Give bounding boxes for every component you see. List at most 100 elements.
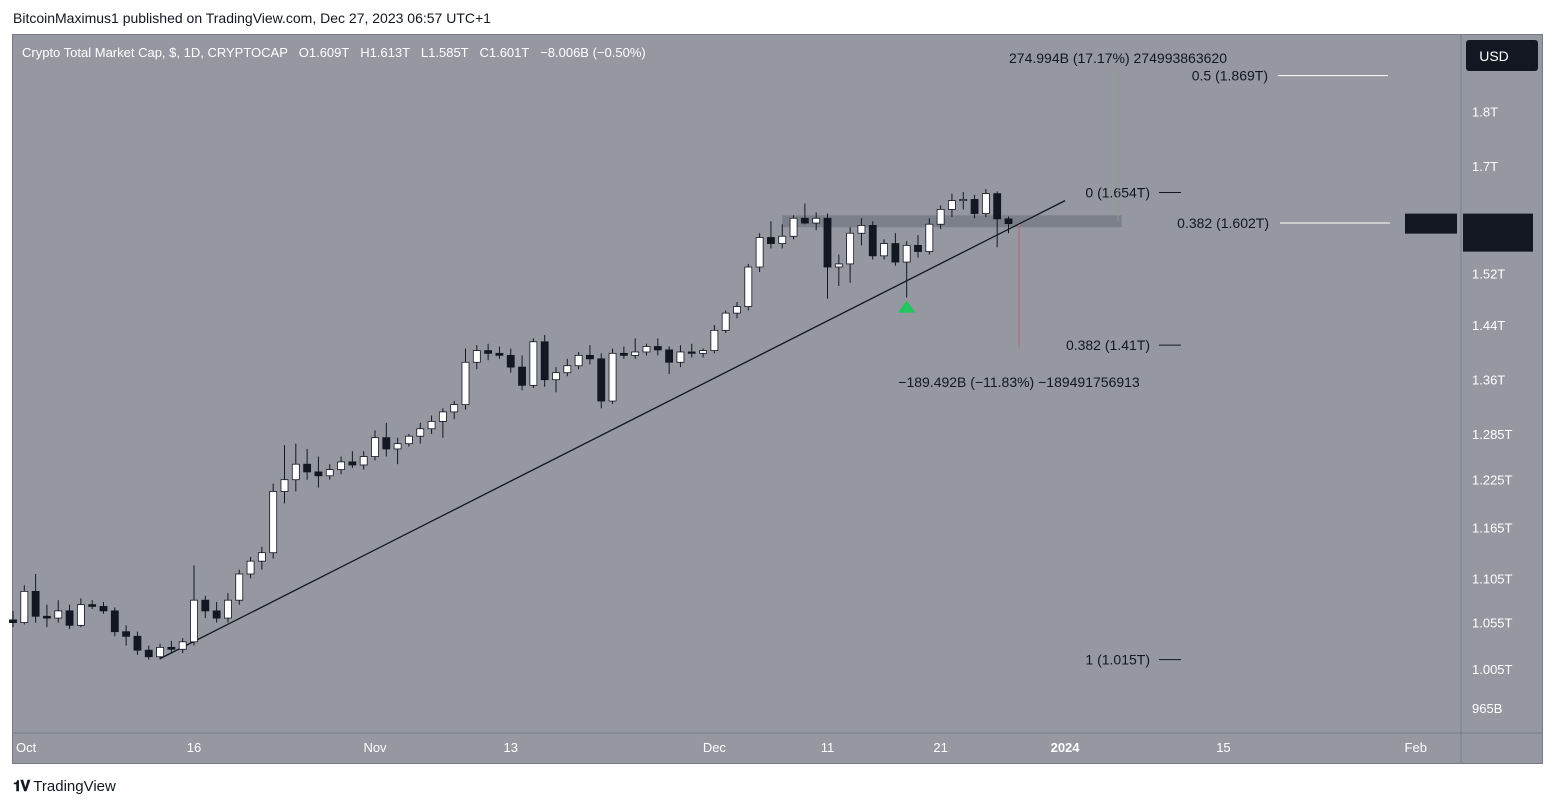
candle-body-53 [608, 352, 617, 402]
chart-legend: Crypto Total Market Cap, $, 1D, CRYPTOCA… [22, 45, 646, 60]
candle-body-24 [280, 479, 289, 492]
candle-body-44 [506, 354, 515, 368]
currency-button[interactable]: USD [1466, 40, 1538, 71]
y-tick-5: 1.36T [1472, 373, 1505, 388]
candle-body-76 [868, 225, 877, 257]
legend-change: −8.006B (−0.50%) [540, 45, 646, 60]
candle-body-28 [325, 469, 334, 477]
x-tick-5: 11 [821, 740, 835, 755]
candle-body-47 [540, 341, 549, 381]
candle-body-14 [167, 646, 176, 650]
ascending-support-trendline [159, 200, 1066, 660]
candle-body-29 [337, 461, 345, 470]
chart-area[interactable] [12, 34, 1543, 764]
candle-body-34 [393, 443, 402, 450]
candle-body-2 [31, 590, 40, 617]
price-tag-group: TOTAL 1.601T 18:02:06 [1405, 213, 1533, 252]
candle-body-57 [653, 346, 662, 351]
candle-body-52 [597, 358, 606, 402]
candle-body-11 [133, 635, 142, 651]
tradingview-logo[interactable]: 𝟏𝐕 TradingView [13, 778, 116, 795]
candle-body-51 [586, 354, 594, 360]
x-tick-8: 15 [1216, 740, 1230, 755]
x-tick-2: Nov [363, 740, 387, 755]
tradingview-logo-icon: 𝟏𝐕 [13, 778, 30, 795]
candle-body-4 [54, 610, 63, 619]
candle-body-88 [1004, 218, 1013, 225]
candle-body-33 [382, 437, 391, 450]
candle-body-73 [834, 263, 843, 268]
symbol-tag-label: TOTAL [1409, 216, 1453, 232]
candle-body-58 [665, 349, 674, 363]
candle-body-68 [778, 235, 787, 244]
candle-body-86 [981, 193, 990, 214]
y-tick-3: 1.52T [1472, 266, 1505, 281]
x-tick-0: Oct [16, 740, 37, 755]
x-tick-6: 21 [933, 740, 947, 755]
candle-body-7 [88, 604, 97, 607]
symbol-tag-bg [1405, 213, 1457, 234]
arrow-group [897, 300, 916, 313]
candle-body-78 [891, 243, 900, 263]
candle-body-17 [201, 599, 210, 612]
candle-body-83 [948, 200, 956, 210]
green-up-arrow-icon [897, 300, 916, 313]
candle-body-22 [257, 552, 266, 562]
candle-body-31 [359, 456, 368, 466]
x-tick-3: 13 [504, 740, 518, 755]
candle-body-54 [619, 352, 628, 356]
y-tick-6: 1.285T [1472, 427, 1513, 442]
candle-body-45 [518, 366, 526, 386]
candle-body-16 [190, 599, 198, 643]
candle-body-18 [212, 610, 221, 619]
x-tick-9: Feb [1405, 740, 1427, 755]
y-tick-9: 1.105T [1472, 571, 1513, 586]
candle-body-60 [687, 351, 696, 354]
candle-body-77 [880, 243, 888, 257]
candle-body-35 [405, 435, 413, 445]
candle-body-70 [800, 217, 809, 224]
candle-body-40 [461, 361, 470, 406]
fib-level-label-0: 0.5 (1.869T) [1192, 68, 1268, 84]
legend-symbol: Crypto Total Market Cap, $, 1D, CRYPTOCA… [22, 45, 288, 60]
candle-body-85 [970, 199, 979, 214]
fib-level-label-2: 0.382 (1.602T) [1177, 215, 1269, 231]
legend-low-label: L [420, 45, 429, 60]
candle-body-75 [857, 225, 866, 234]
x-axis: Oct 16 Nov 13 Dec 11 21 2024 15 Feb [13, 732, 1542, 755]
fib-level-label-3: 0.382 (1.41T) [1066, 337, 1150, 353]
candle-body-15 [178, 641, 187, 650]
legend-high-label: H [360, 45, 370, 60]
x-tick-1: 16 [187, 740, 201, 755]
candle-body-80 [914, 244, 922, 252]
candle-body-3 [43, 615, 51, 619]
candle-body-72 [823, 217, 832, 268]
candle-body-81 [925, 223, 934, 252]
candle-body-65 [744, 266, 753, 307]
y-tick-11: 1.005T [1472, 662, 1513, 677]
candle-body-67 [767, 237, 775, 244]
candle-body-5 [65, 610, 74, 626]
y-tick-4: 1.44T [1472, 318, 1505, 333]
fib-level-label-4: 1 (1.015T) [1085, 652, 1150, 668]
price-tag-countdown: 18:02:06 [1471, 234, 1526, 250]
candle-body-39 [450, 404, 459, 413]
y-tick-12: 965B [1472, 701, 1502, 716]
candle-body-87 [993, 193, 1002, 220]
measure-tools: 274.994B (17.17%) 274993863620 −189.492B … [898, 50, 1227, 390]
candle-body-56 [642, 346, 651, 353]
candle-body-12 [144, 649, 153, 658]
candle-body-27 [314, 471, 323, 477]
logo-text: TradingView [33, 778, 116, 795]
price-tag-bg [1463, 213, 1533, 252]
y-tick-8: 1.165T [1472, 521, 1513, 536]
candle-body-25 [291, 463, 300, 481]
candle-body-20 [235, 573, 244, 601]
candle-body-32 [371, 437, 379, 457]
candle-body-69 [789, 217, 798, 237]
support-zone-rect [782, 215, 1122, 228]
candle-body-36 [416, 428, 425, 437]
candle-body-63 [721, 312, 730, 331]
price-tag-value: 1.601T [1471, 216, 1515, 232]
